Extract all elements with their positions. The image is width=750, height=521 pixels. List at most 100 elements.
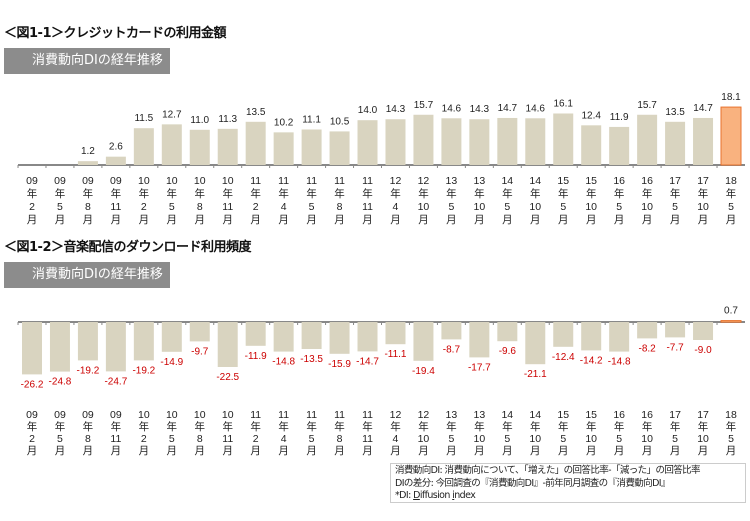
chart1-x-tick-label: 月: [614, 214, 625, 226]
chart2-x-tick-label: 11: [278, 409, 289, 421]
chart2-x-tick-label: 年: [222, 420, 233, 433]
chart2-data-label: -19.4: [412, 366, 435, 377]
chart2-x-tick-label: 月: [278, 445, 289, 457]
chart1-x-tick-label: 10: [529, 201, 541, 213]
chart1-bar: [469, 119, 490, 165]
chart1-x-tick-label: 11: [306, 175, 317, 187]
chart1-x-tick-label: 年: [362, 187, 373, 200]
chart2-bar: [329, 322, 350, 354]
chart2-x-tick-label: 月: [222, 445, 233, 457]
chart1-x-tick-label: 16: [613, 175, 625, 187]
chart1-data-label: 10.5: [330, 116, 350, 127]
chart2-x-tick-label: 11: [222, 433, 233, 445]
chart1-bar: [385, 119, 406, 165]
chart1-x-tick-label: 10: [166, 175, 178, 187]
chart2-bar: [77, 322, 98, 361]
chart2-x-tick-label: 8: [337, 433, 343, 445]
chart1-x-tick-label: 8: [197, 201, 203, 213]
footnote-prefix: *DI:: [395, 490, 414, 501]
chart2-data-label: -14.8: [608, 357, 631, 368]
chart1-bar: [637, 114, 658, 165]
chart1-bar: [441, 118, 462, 165]
chart1-x-tick-label: 10: [194, 175, 206, 187]
chart2-bar: [609, 322, 630, 352]
chart1-x-tick-label: 18: [725, 175, 737, 187]
chart2-data-label: -11.1: [384, 349, 406, 360]
chart2-x-tick-label: 月: [586, 445, 597, 457]
chart1-x-tick-label: 月: [586, 214, 597, 226]
chart2-x-tick-label: 月: [306, 445, 317, 457]
chart2-x-tick-label: 年: [642, 420, 653, 433]
chart1-x-tick-label: 年: [306, 187, 317, 200]
chart1-data-label: 15.7: [637, 100, 657, 111]
chart2-data-label: -12.4: [552, 352, 575, 363]
chart1-x-tick-label: 月: [83, 214, 94, 226]
chart1-x-tick-label: 14: [501, 175, 513, 187]
chart2-data-label: -14.8: [272, 357, 295, 368]
chart2-data-label: -13.5: [300, 354, 323, 365]
chart2-bar: [245, 322, 266, 346]
chart1-data-label: 12.4: [581, 110, 601, 121]
footnote-line-1: 消費動向DI: 消費動向について、「増えた」の回答比率-「減った」の回答比率: [395, 465, 701, 476]
chart1-data-label: 14.3: [470, 104, 490, 115]
chart1-x-tick-label: 年: [586, 187, 597, 200]
chart2-x-tick-label: 月: [530, 445, 541, 457]
chart2-x-tick-label: 11: [250, 409, 261, 421]
footnote-end: ndex: [454, 490, 476, 501]
chart2-data-label: -8.2: [639, 343, 657, 354]
chart2-x-tick-label: 月: [83, 445, 94, 457]
chart2-x-tick-label: 09: [26, 409, 38, 421]
chart1-x-tick-label: 月: [446, 214, 457, 226]
chart2-data-label: -26.2: [21, 379, 44, 390]
chart2-x-tick-label: 5: [560, 433, 566, 445]
chart1-x-tick-label: 月: [27, 214, 38, 226]
chart1-data-label: 11.1: [302, 114, 321, 125]
chart2-x-tick-label: 月: [726, 445, 737, 457]
chart2-x-tick-label: 月: [390, 445, 401, 457]
chart1-bar: [189, 129, 210, 165]
chart2-x-tick-label: 年: [306, 420, 317, 433]
chart1-x-tick-label: 月: [111, 214, 122, 226]
chart2-x-tick-label: 11: [362, 409, 373, 421]
chart1-x-tick-label: 13: [474, 175, 486, 187]
chart1-x-tick-label: 5: [728, 201, 734, 213]
chart1-x-tick-label: 5: [616, 201, 622, 213]
chart2-x-tick-label: 09: [54, 409, 66, 421]
chart1-x-tick-label: 09: [26, 175, 38, 187]
chart2-bar: [413, 322, 434, 361]
chart2-x-tick-label: 15: [585, 409, 597, 421]
chart2-x-tick-label: 年: [167, 420, 178, 433]
chart2-x-tick-label: 5: [448, 433, 454, 445]
chart2-x-tick-label: 年: [55, 420, 66, 433]
chart1-x-tick-label: 月: [558, 214, 569, 226]
chart2-x-tick-label: 15: [557, 409, 569, 421]
chart1-bar: [609, 126, 630, 165]
chart1-x-tick-label: 5: [672, 201, 678, 213]
chart1-x-tick-label: 17: [669, 175, 681, 187]
chart1-x-tick-label: 月: [362, 214, 373, 226]
chart1-x-tick-label: 10: [418, 201, 430, 213]
chart1-x-tick-label: 09: [110, 175, 122, 187]
chart1-x-tick-label: 年: [27, 187, 38, 200]
chart2-data-label: -21.1: [524, 369, 547, 380]
chart1-bar: [720, 106, 742, 166]
chart2-x-tick-label: 年: [530, 420, 541, 433]
chart1-x-tick-label: 11: [222, 201, 233, 213]
chart1-bar: [581, 125, 602, 165]
chart2-x-tick-label: 5: [728, 433, 734, 445]
chart2-bar: [385, 322, 406, 345]
chart2-x-tick-label: 2: [253, 433, 259, 445]
chart2-bar: [49, 322, 70, 372]
chart1-data-label: 13.5: [246, 107, 266, 118]
chart2-x-tick-label: 月: [474, 445, 485, 457]
chart1-bar: [357, 120, 378, 165]
chart2-bar: [720, 320, 742, 323]
chart2-x-tick-label: 10: [529, 433, 541, 445]
chart1-x-tick-label: 16: [641, 175, 653, 187]
chart2-x-tick-label: 13: [474, 409, 486, 421]
chart2-x-tick-label: 8: [197, 433, 203, 445]
chart2-x-tick-label: 16: [641, 409, 653, 421]
chart2-x-tick-label: 年: [446, 420, 457, 433]
chart2-x-tick-label: 17: [697, 409, 709, 421]
chart1-x-tick-label: 年: [250, 187, 261, 200]
